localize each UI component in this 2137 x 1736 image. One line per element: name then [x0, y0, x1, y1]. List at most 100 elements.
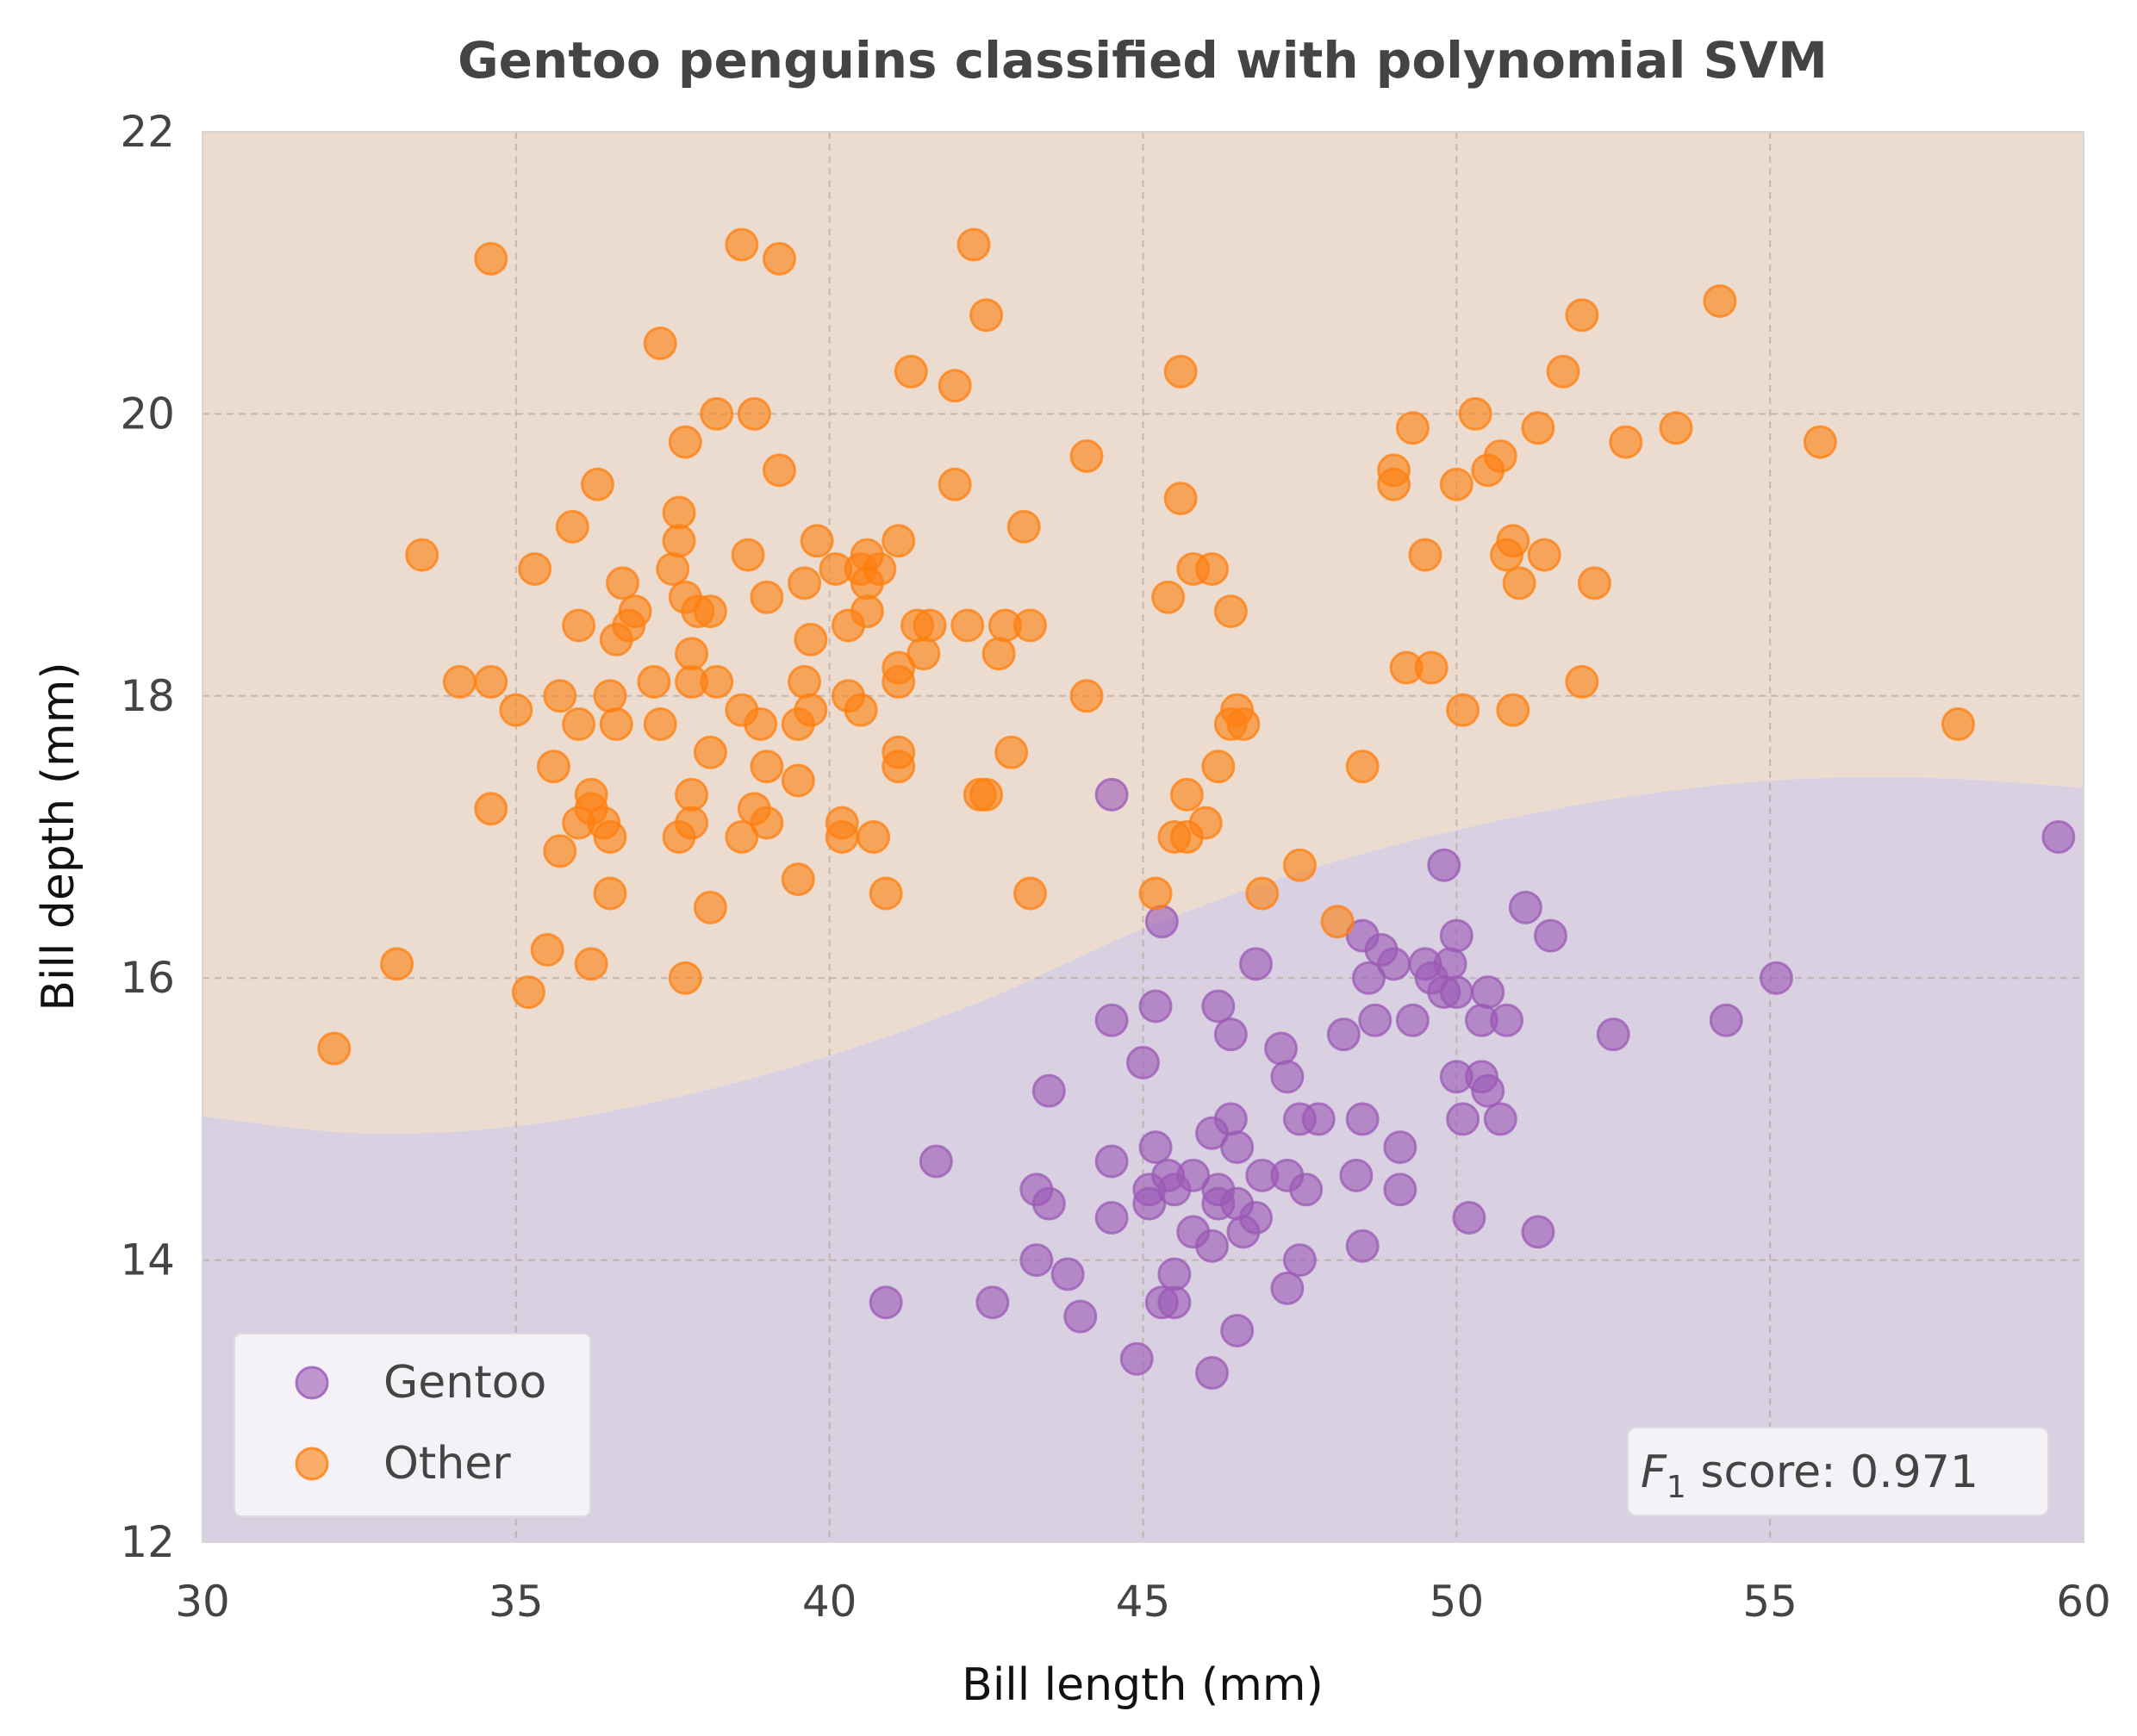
- gentoo-point: [1094, 1003, 1129, 1037]
- other-point: [599, 622, 633, 656]
- gentoo-point: [1144, 905, 1179, 939]
- other-point: [405, 538, 439, 572]
- other-point: [1163, 354, 1198, 389]
- other-point: [668, 425, 702, 459]
- f1-score-box: [1627, 1427, 2049, 1516]
- other-point: [788, 566, 822, 600]
- gentoo-point: [975, 1285, 1010, 1320]
- legend: Gentoo Other: [234, 1333, 591, 1517]
- other-point: [518, 551, 552, 586]
- gentoo-point: [1264, 1031, 1299, 1066]
- other-point: [981, 637, 1016, 671]
- other-point: [474, 792, 508, 826]
- other-point: [562, 608, 596, 643]
- other-point: [1502, 566, 1536, 600]
- other-point: [938, 467, 972, 501]
- gentoo-point: [1157, 1257, 1192, 1291]
- other-point: [1195, 551, 1230, 586]
- other-point: [788, 664, 822, 699]
- other-point: [750, 806, 784, 840]
- plot-area: [202, 131, 2084, 1543]
- other-point: [1013, 608, 1048, 643]
- other-point: [1496, 693, 1530, 727]
- gentoo-point: [1301, 1102, 1336, 1136]
- gentoo-point: [1351, 961, 1386, 995]
- other-point: [693, 735, 727, 769]
- gentoo-point: [1213, 1017, 1248, 1052]
- gentoo-point: [1138, 1130, 1173, 1165]
- f1-score-value: score: 0.971: [1686, 1447, 1978, 1498]
- gentoo-point: [1195, 1356, 1230, 1391]
- other-point: [643, 707, 677, 742]
- other-point: [781, 763, 815, 798]
- other-point: [643, 327, 677, 361]
- gentoo-point: [1533, 918, 1567, 953]
- other-point: [637, 664, 671, 699]
- x-tick-label: 50: [1430, 1577, 1485, 1627]
- other-point: [1377, 467, 1411, 501]
- f1-symbol: F: [1641, 1447, 1667, 1498]
- other-point: [580, 467, 614, 501]
- gentoo-point: [1521, 1215, 1555, 1249]
- gentoo-point: [919, 1144, 953, 1179]
- x-tick-label: 35: [489, 1577, 544, 1627]
- gentoo-point: [1508, 890, 1542, 924]
- other-point: [593, 820, 627, 854]
- other-point: [675, 777, 709, 812]
- other-point: [956, 227, 991, 262]
- x-tick-label: 55: [1742, 1577, 1797, 1627]
- gentoo-point: [1471, 1073, 1505, 1108]
- other-point: [474, 241, 508, 276]
- other-point: [1408, 538, 1442, 572]
- gentoo-point: [1282, 1243, 1317, 1278]
- other-point: [737, 396, 771, 431]
- other-point: [1151, 580, 1186, 614]
- other-point: [530, 932, 564, 967]
- gentoo-point: [1339, 1158, 1374, 1192]
- other-point: [1496, 524, 1530, 558]
- gentoo-point: [1195, 1229, 1230, 1263]
- other-point: [894, 354, 928, 389]
- gentoo-point: [1439, 975, 1473, 1010]
- gentoo-point: [1157, 1285, 1192, 1320]
- other-point: [750, 580, 784, 614]
- other-point: [1565, 664, 1599, 699]
- y-axis-ticks: 12 14 16 18 20 22: [120, 107, 175, 1567]
- other-point: [1483, 439, 1517, 474]
- other-point: [1163, 482, 1198, 516]
- other-point: [442, 664, 477, 699]
- other-point: [731, 538, 765, 572]
- f1-subscript: 1: [1667, 1470, 1686, 1505]
- other-point: [536, 750, 570, 784]
- other-point: [668, 961, 702, 995]
- data-points: [317, 227, 2076, 1391]
- gentoo-point: [1709, 1003, 1743, 1037]
- other-point: [1395, 411, 1430, 445]
- other-point: [781, 707, 815, 742]
- gentoo-point: [1031, 1073, 1066, 1108]
- other-point: [831, 608, 865, 643]
- gentoo-point: [1289, 1173, 1324, 1207]
- other-point: [1521, 411, 1555, 445]
- x-tick-label: 60: [2056, 1577, 2111, 1627]
- x-tick-label: 40: [802, 1577, 857, 1627]
- other-point: [1703, 283, 1737, 318]
- gentoo-point: [1427, 848, 1461, 882]
- gentoo-point: [1596, 1017, 1630, 1052]
- other-point: [762, 453, 796, 488]
- x-tick-label: 30: [175, 1577, 230, 1627]
- gentoo-point: [1220, 1313, 1255, 1347]
- other-point: [499, 693, 533, 727]
- gentoo-point: [1270, 1060, 1305, 1094]
- gentoo-point: [1238, 947, 1273, 981]
- legend-label-gentoo: Gentoo: [383, 1357, 546, 1409]
- f1-score-text: F1 score: 0.971: [1641, 1447, 1978, 1505]
- other-point: [599, 707, 633, 742]
- y-tick-label: 12: [120, 1517, 175, 1567]
- y-axis-label: Bill depth (mm): [33, 662, 84, 1011]
- gentoo-point: [1132, 1186, 1167, 1221]
- chart-title: Gentoo penguins classified with polynomi…: [458, 31, 1828, 90]
- other-point: [725, 820, 759, 854]
- other-point: [969, 777, 1004, 812]
- other-point: [656, 551, 690, 586]
